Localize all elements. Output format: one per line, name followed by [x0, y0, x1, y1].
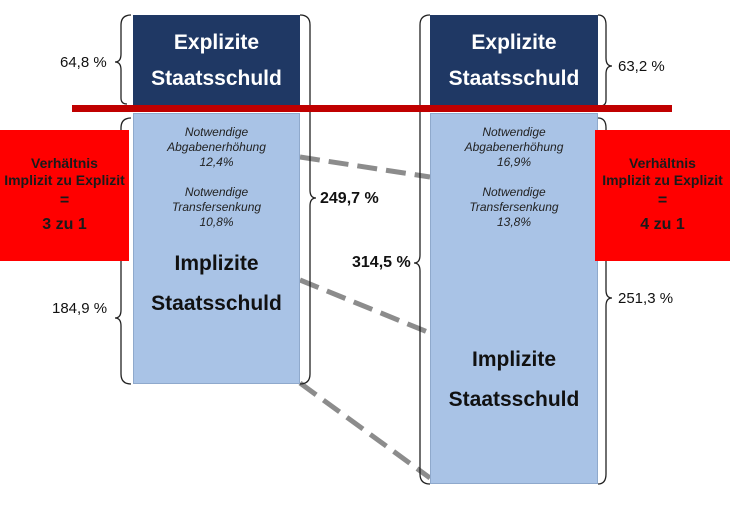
left-ratio-line1: Verhältnis — [31, 154, 98, 171]
left-implicit-line1: Implizite — [174, 252, 259, 275]
left-ratio-box: Verhältnis Implizit zu Explizit = 3 zu 1 — [0, 130, 129, 261]
right-implicit-line2: Staatsschuld — [448, 388, 580, 411]
left-tax-label-1: Notwendige — [184, 125, 249, 139]
right-implicit-title: Implizite Staatsschuld — [431, 340, 597, 420]
connector-transfer — [299, 277, 431, 336]
brace-left-total — [299, 14, 317, 385]
right-explicit-line2: Staatsschuld — [448, 66, 580, 90]
right-ratio-line2: Implizit zu Explizit — [602, 171, 723, 188]
left-ratio-equals: = — [59, 191, 70, 209]
left-implicit-line2: Staatsschuld — [151, 292, 282, 315]
right-transfer-label-2: Transfersenkung — [469, 200, 559, 214]
brace-left-explicit — [114, 14, 132, 105]
left-ratio-value: 3 zu 1 — [42, 215, 87, 233]
right-ratio-box: Verhältnis Implizit zu Explizit = 4 zu 1 — [595, 130, 730, 261]
left-tax-value: 12,4% — [199, 155, 234, 169]
right-tax-note: Notwendige Abgabenerhöhung 16,9% — [431, 125, 597, 170]
right-transfer-note: Notwendige Transfersenkung 13,8% — [431, 185, 597, 230]
right-implicit-line1: Implizite — [471, 348, 556, 371]
left-ratio-line2: Implizit zu Explizit — [4, 171, 125, 188]
right-total-pct: 314,5 % — [352, 254, 411, 271]
right-ratio-value: 4 zu 1 — [640, 215, 685, 233]
right-implicit-pct: 251,3 % — [618, 290, 674, 307]
right-tax-label-2: Abgabenerhöhung — [464, 140, 564, 154]
left-explicit-line1: Explizite — [173, 30, 260, 54]
right-tax-label-1: Notwendige — [482, 125, 546, 139]
right-transfer-label-1: Notwendige — [482, 185, 546, 199]
left-explicit-pct: 64,8 % — [60, 54, 107, 71]
right-ratio-equals: = — [657, 191, 668, 209]
divider-line — [72, 105, 672, 112]
right-explicit-pct: 63,2 % — [618, 58, 665, 75]
left-implicit-pct: 184,9 % — [52, 300, 108, 317]
left-tax-note: Notwendige Abgabenerhöhung 12,4% — [134, 125, 299, 170]
left-transfer-value: 10,8% — [199, 215, 234, 229]
left-total-pct: 249,7 % — [320, 190, 379, 207]
connector-tax — [299, 154, 431, 180]
right-explicit-line1: Explizite — [471, 30, 557, 54]
right-explicit-debt-box: Explizite Staatsschuld — [430, 15, 598, 106]
brace-right-implicit — [597, 117, 613, 485]
left-explicit-line2: Staatsschuld — [151, 66, 282, 90]
brace-right-total — [413, 14, 431, 485]
right-tax-value: 16,9% — [496, 155, 532, 169]
right-implicit-debt-box: Notwendige Abgabenerhöhung 16,9% Notwend… — [430, 113, 598, 484]
left-explicit-debt-box: Explizite Staatsschuld — [133, 15, 300, 106]
left-tax-label-2: Abgabenerhöhung — [167, 140, 266, 154]
brace-left-implicit — [114, 117, 132, 385]
left-transfer-note: Notwendige Transfersenkung 10,8% — [134, 185, 299, 230]
left-implicit-debt-box: Notwendige Abgabenerhöhung 12,4% Notwend… — [133, 113, 300, 384]
left-implicit-title: Implizite Staatsschuld — [134, 244, 299, 324]
brace-right-explicit — [597, 14, 613, 107]
left-transfer-label-1: Notwendige — [184, 185, 249, 199]
left-transfer-label-2: Transfersenkung — [171, 200, 262, 214]
right-transfer-value: 13,8% — [496, 215, 532, 229]
connector-implicit — [298, 380, 432, 481]
right-ratio-line1: Verhältnis — [629, 154, 696, 171]
